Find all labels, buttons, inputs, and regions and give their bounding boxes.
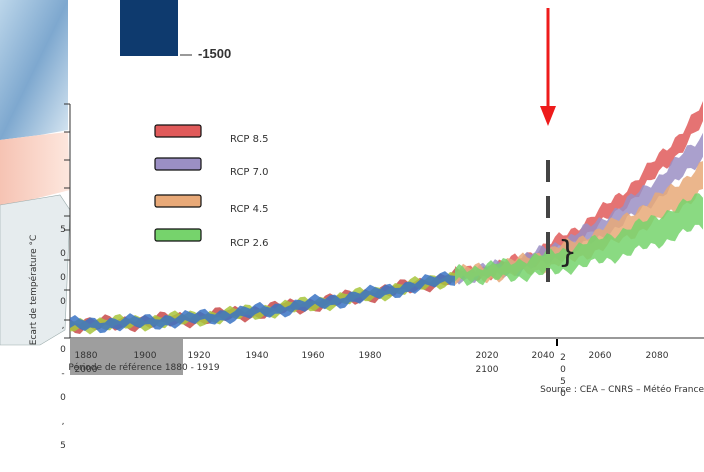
x-tick-label: 1880	[75, 351, 98, 361]
legend-swatch	[154, 157, 202, 171]
x-tick-label: 5	[560, 377, 566, 387]
x-tick-label: 2080	[646, 351, 669, 361]
top-bar	[120, 0, 178, 56]
y-tick-label: 0	[60, 297, 66, 307]
x-tick-label: 2	[560, 353, 566, 363]
historical-band	[70, 271, 455, 334]
reference-period-label: Période de référence 1880 - 1919	[68, 362, 219, 373]
x-tick-label: 1960	[302, 351, 325, 361]
background-map	[0, 0, 71, 346]
y-tick-label: 0	[60, 273, 66, 283]
legend-label: RCP 2.6	[230, 238, 269, 249]
x-tick-label: 0	[560, 389, 566, 399]
y-tick-label: ,	[62, 417, 65, 427]
y-tick-label: 5	[60, 225, 66, 235]
y-tick-label: 0	[60, 249, 66, 259]
y-tick-label: 0	[60, 393, 66, 403]
historical-band	[70, 272, 455, 335]
legend-swatch	[154, 124, 202, 138]
projection-band	[455, 193, 703, 286]
x-tick-label: 2100	[476, 365, 499, 375]
y-tick-label: 5	[60, 441, 66, 451]
series-group	[70, 101, 703, 335]
x-tick-label: 1920	[188, 351, 211, 361]
legend-swatch	[154, 228, 202, 242]
bracket: }	[558, 235, 577, 270]
x-tick-label: 2020	[476, 351, 499, 361]
x-tick-label: 1900	[134, 351, 157, 361]
x-tick-label: 2040	[532, 351, 555, 361]
y-tick-label: 0	[60, 345, 66, 355]
y-axis-label: Ecart de température °C	[28, 235, 39, 346]
y-tick-label: -	[61, 369, 64, 379]
y-tick-labels: 5 0 0 0, 0 - 0, 5	[60, 225, 66, 451]
x-tick-label: 2000	[75, 365, 98, 375]
x-tick-label: 0	[560, 365, 566, 375]
source-text: Source : CEA – CNRS – Météo France	[540, 384, 704, 395]
y-axis-ticks	[64, 103, 70, 339]
arrow-marker	[540, 8, 556, 126]
x-tick-label: 1940	[246, 351, 269, 361]
x-tick-labels: 1880 1900 1920 1940 1960 1980 2020 2040 2060 2080…	[75, 351, 669, 399]
x-tick-label: 2060	[589, 351, 612, 361]
x-tick-label: 1980	[359, 351, 382, 361]
legend: RCP 8.5 RCP 7.0 RCP 4.5 RCP 2.6	[154, 124, 269, 249]
legend-label: RCP 8.5	[230, 134, 269, 145]
y-tick-label: ,	[62, 321, 65, 331]
top-value-label: -1500	[198, 46, 231, 61]
legend-label: RCP 7.0	[230, 167, 269, 178]
reference-period-box	[70, 339, 183, 375]
legend-label: RCP 4.5	[230, 204, 269, 215]
legend-swatch	[154, 194, 202, 208]
